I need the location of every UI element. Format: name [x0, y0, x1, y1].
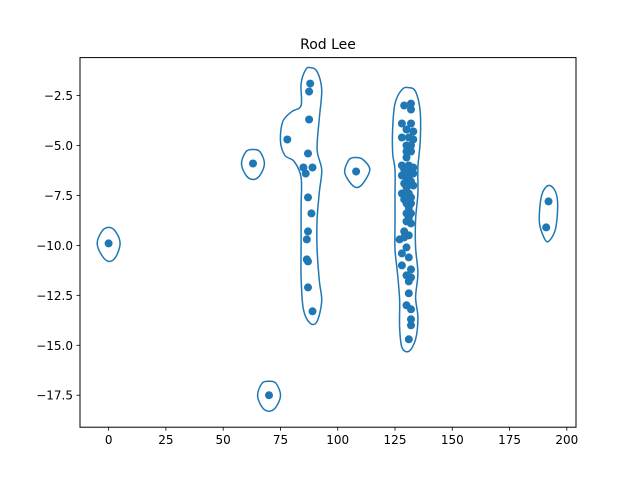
x-tick-label: 200: [555, 433, 578, 447]
data-point: [301, 169, 310, 178]
data-point: [304, 283, 312, 292]
data-point: [404, 277, 413, 286]
data-point: [407, 141, 415, 150]
y-axis-ticks: −2.5 −5.0 −7.5 −10.0 −12.5 −15.0 −17.5: [36, 89, 80, 403]
x-axis-ticks: 0 25 50 75 100 125 150 175 200: [105, 427, 578, 447]
x-tick-label: 175: [498, 433, 521, 447]
data-point: [397, 119, 406, 128]
data-point: [397, 249, 406, 258]
data-point: [265, 391, 273, 400]
x-tick-label: 0: [105, 433, 113, 447]
data-point: [308, 307, 317, 316]
data-point: [402, 125, 411, 134]
data-point: [407, 315, 415, 324]
data-point: [304, 257, 312, 266]
y-tick-label: −10.0: [36, 239, 73, 253]
x-tick-label: 75: [273, 433, 288, 447]
plot-area-frame: [79, 57, 577, 428]
data-point: [409, 135, 418, 144]
data-point: [400, 233, 409, 242]
data-point: [397, 133, 406, 142]
data-point: [402, 153, 411, 162]
data-point: [304, 193, 312, 202]
contour-line-1: [240, 148, 266, 181]
contour-line-6: [391, 86, 422, 353]
data-point: [283, 135, 292, 144]
contour-line-2: [256, 380, 282, 412]
x-tick-label: 50: [216, 433, 231, 447]
contour-line-5: [279, 66, 323, 326]
data-point: [306, 79, 315, 88]
data-point: [407, 193, 415, 202]
data-point: [544, 197, 553, 206]
data-point: [400, 101, 409, 110]
data-points: [104, 79, 553, 400]
data-point: [308, 163, 317, 172]
data-point: [407, 105, 415, 114]
y-tick-label: −12.5: [36, 289, 73, 303]
chart-title: Rod Lee: [300, 37, 356, 53]
data-point: [407, 265, 415, 274]
data-point: [404, 289, 413, 298]
y-tick-label: −15.0: [36, 339, 73, 353]
data-point: [402, 183, 411, 192]
contour-line-0: [96, 226, 121, 263]
data-point: [409, 181, 418, 190]
data-point: [305, 115, 314, 124]
y-tick-label: −7.5: [44, 189, 73, 203]
data-point: [404, 203, 413, 212]
data-point: [409, 127, 418, 136]
data-point: [407, 321, 415, 330]
data-point: [305, 87, 314, 96]
data-point: [304, 227, 312, 236]
density-contours: [96, 66, 559, 412]
contour-line-4: [538, 184, 559, 243]
data-point: [304, 149, 312, 158]
data-point: [104, 239, 113, 248]
data-point: [404, 253, 413, 262]
x-tick-label: 25: [158, 433, 173, 447]
data-point: [302, 235, 311, 244]
data-point: [249, 159, 257, 168]
data-point: [407, 305, 415, 314]
data-point: [352, 167, 361, 176]
data-point: [397, 261, 406, 270]
data-point: [542, 223, 551, 232]
y-tick-label: −17.5: [36, 389, 73, 403]
data-point: [407, 219, 415, 228]
data-point: [407, 119, 415, 128]
x-tick-label: 100: [326, 433, 349, 447]
x-tick-label: 150: [441, 433, 464, 447]
data-point: [407, 147, 415, 156]
data-point: [402, 243, 411, 252]
data-point: [404, 335, 413, 344]
y-tick-label: −5.0: [44, 139, 73, 153]
data-point: [299, 163, 308, 172]
y-tick-label: −2.5: [44, 89, 73, 103]
data-point: [407, 99, 415, 108]
contour-line-3: [343, 156, 371, 189]
data-point: [307, 209, 316, 218]
x-tick-label: 125: [384, 433, 407, 447]
